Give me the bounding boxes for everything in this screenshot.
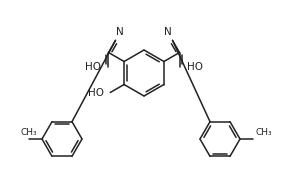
Text: CH₃: CH₃	[255, 128, 272, 137]
Text: HO: HO	[86, 62, 101, 71]
Text: N: N	[164, 27, 172, 37]
Text: HO: HO	[88, 87, 104, 98]
Text: HO: HO	[187, 62, 202, 71]
Text: N: N	[116, 27, 124, 37]
Text: CH₃: CH₃	[21, 128, 37, 137]
